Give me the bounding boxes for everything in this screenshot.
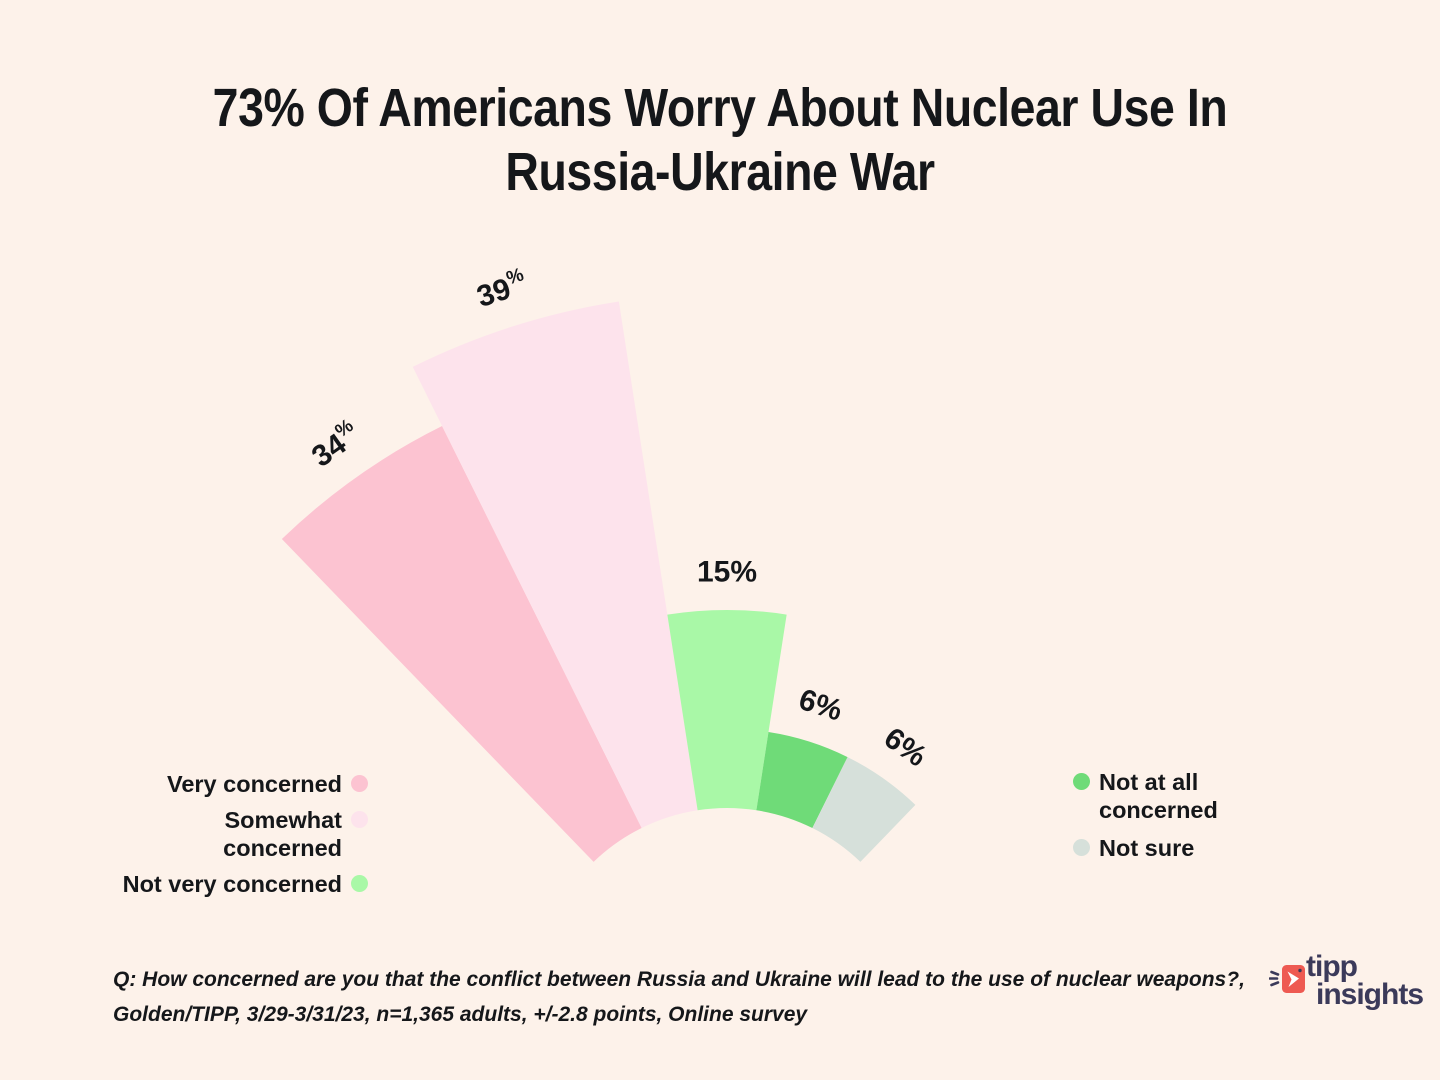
wedge-label-not-sure: 6%	[878, 721, 932, 773]
legend-label: Not sure	[1099, 835, 1195, 861]
wedge-not-at-all-concerned	[756, 731, 848, 829]
legend-swatch-not-at-all-concerned	[1073, 773, 1090, 790]
legend-item-not-at-all-concerned: Not at all concerned	[1073, 768, 1333, 824]
source-note-methodology: Golden/TIPP, 3/29-3/31/23, n=1,365 adult…	[113, 1003, 808, 1026]
wedge-label-not-at-all-concerned: 6%	[795, 683, 846, 728]
wedge-label-somewhat-concerned: 39%	[472, 264, 531, 314]
legend-swatch-very-concerned	[351, 775, 368, 792]
legend-label: Somewhat concerned	[223, 807, 342, 861]
wedge-not-sure	[812, 757, 916, 862]
logo-motion-lines	[1269, 970, 1280, 987]
chart-title-line1: 73% Of Americans Worry About Nuclear Use…	[212, 78, 1228, 138]
source-note-question: Q: How concerned are you that the confli…	[113, 968, 1245, 991]
logo-brand-line2: insights	[1316, 978, 1424, 1011]
logo-dot	[1298, 968, 1302, 973]
legend-right: Not at all concerned Not sure	[1073, 768, 1333, 870]
legend-left: Very concerned Somewhat concerned Not ve…	[100, 770, 368, 906]
source-note: Q: How concerned are you that the confli…	[113, 962, 1273, 1032]
logo-text: tipp insights	[1306, 950, 1424, 1011]
wedge-very-concerned	[281, 426, 642, 862]
logo-arrow-icon	[1287, 971, 1299, 987]
legend-item-not-sure: Not sure	[1073, 834, 1333, 862]
wedge-not-very-concerned	[667, 610, 787, 811]
legend-item-very-concerned: Very concerned	[100, 770, 368, 798]
legend-item-not-very-concerned: Not very concerned	[100, 870, 368, 898]
wedge-label-very-concerned: 34%	[304, 415, 366, 473]
chart-title-line2: Russia-Ukraine War	[505, 142, 935, 202]
legend-label: Not very concerned	[122, 871, 342, 897]
logo-brand-line1: tipp	[1306, 950, 1358, 983]
legend-swatch-not-very-concerned	[351, 875, 368, 892]
legend-label: Very concerned	[166, 771, 342, 797]
wedge-label-not-very-concerned: 15%	[697, 556, 757, 589]
legend-item-somewhat-concerned: Somewhat concerned	[100, 806, 368, 862]
legend-swatch-not-sure	[1073, 839, 1090, 856]
legend-swatch-somewhat-concerned	[351, 811, 368, 828]
tipp-insights-logo-icon	[1269, 965, 1305, 993]
legend-label: Not at all concerned	[1099, 769, 1218, 823]
tipp-insights-logo: tipp insights	[1255, 950, 1435, 1023]
wedge-somewhat-concerned	[412, 301, 698, 829]
chart-title: 73% Of Americans Worry About Nuclear Use…	[101, 76, 1339, 204]
